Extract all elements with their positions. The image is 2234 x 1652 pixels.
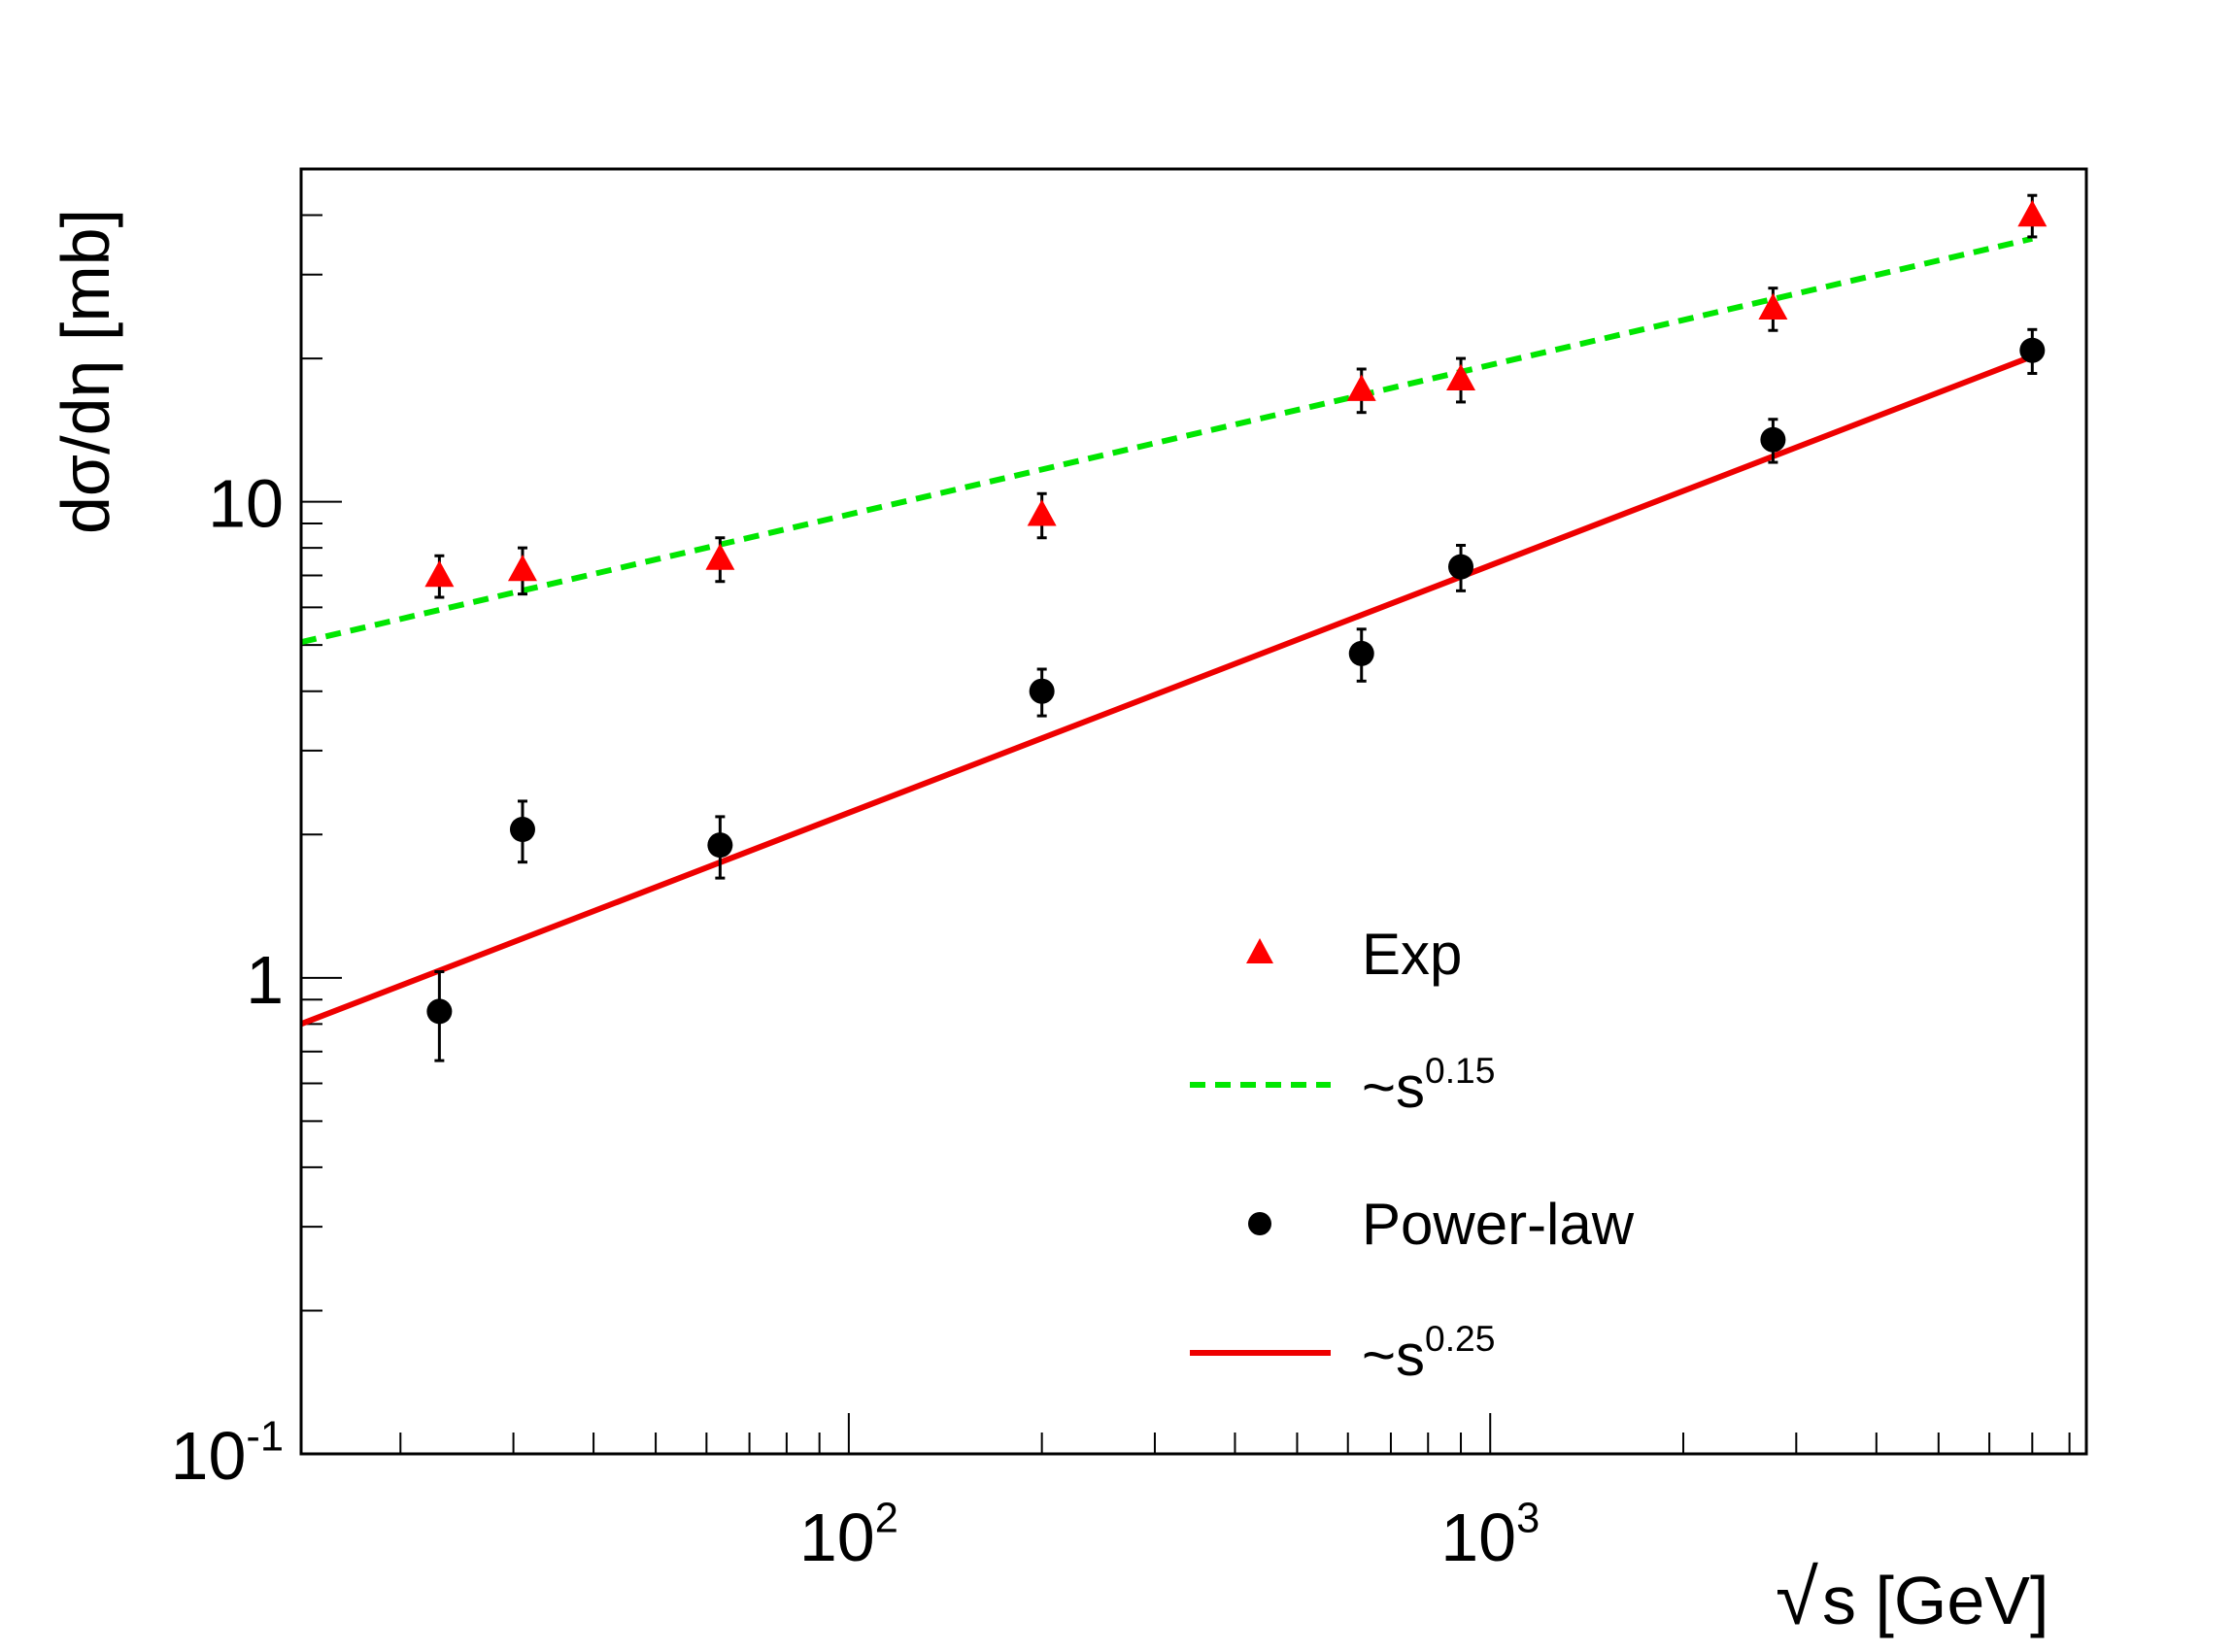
y-tick-label: 10	[208, 466, 284, 542]
data-point	[1348, 640, 1374, 666]
data-point	[1760, 426, 1786, 453]
series-layer	[299, 193, 2048, 1062]
legend-marker-circle	[1248, 1212, 1271, 1235]
data-point	[1027, 499, 1057, 526]
data-point	[509, 816, 535, 842]
data-point	[705, 543, 735, 570]
data-point	[426, 998, 453, 1025]
y-axis-label: dσ/dη [mb]	[48, 209, 123, 534]
fit-line-0-15	[300, 235, 2033, 646]
x-axis-label: s [GeV]	[1822, 1563, 2048, 1638]
y-tick-label: 1	[246, 942, 284, 1018]
legend-label: Exp	[1362, 922, 1462, 987]
data-point	[1448, 554, 1474, 580]
data-point	[1758, 292, 1788, 320]
data-point	[707, 832, 733, 859]
data-point	[2017, 199, 2048, 227]
x-tick-label: 103	[1440, 1496, 1540, 1575]
y-tick-label: 10-1	[171, 1414, 284, 1494]
fit-line-0-25	[299, 354, 2034, 1028]
data-point	[1346, 374, 1376, 401]
data-point	[424, 559, 455, 588]
legend-marker-triangle	[1246, 938, 1273, 963]
legend: Exp ~s0.15 Power-law ~s0.25	[1190, 922, 1635, 1388]
data-point	[2019, 337, 2046, 363]
x-axis-label-radical: √	[1776, 1554, 1818, 1640]
legend-label: ~s0.25	[1362, 1318, 1495, 1388]
axis-ticks	[301, 168, 2071, 1455]
x-tick-labels: 102 103	[799, 1496, 1540, 1575]
x-tick-label: 102	[799, 1496, 898, 1575]
legend-label: ~s0.15	[1362, 1050, 1495, 1120]
plot-frame	[299, 167, 2088, 1456]
legend-label: Power-law	[1362, 1192, 1635, 1257]
data-point	[1446, 363, 1476, 391]
y-tick-labels: 10-1 1 10	[171, 466, 284, 1494]
data-point	[507, 554, 537, 582]
data-point	[1029, 678, 1055, 704]
